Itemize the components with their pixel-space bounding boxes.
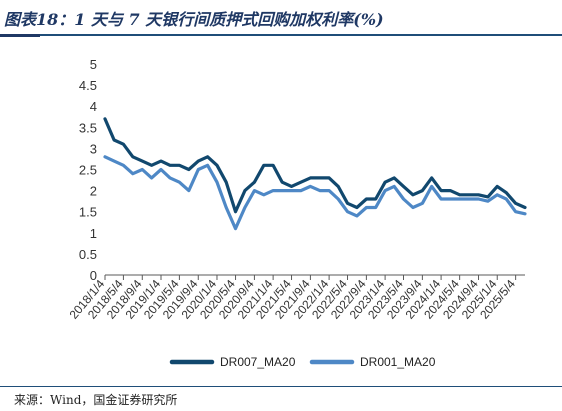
series-line-dr001_ma20 — [103, 155, 527, 231]
y-tick-label: 5 — [90, 57, 97, 72]
y-tick-label: 2.5 — [79, 163, 97, 178]
y-tick-label: 4 — [90, 99, 97, 114]
y-axis: 0 0.5 1 1.5 2 2.5 3 3.5 4 4.5 5 — [79, 57, 97, 283]
y-tick-label: 0 — [90, 268, 97, 283]
legend-label: DR001_MA20 — [360, 355, 436, 369]
series-line-dr007_ma20 — [103, 117, 527, 214]
figure-title: 图表18：1 天与 7 天银行间质押式回购加权利率(%) — [4, 10, 384, 29]
source-divider — [0, 386, 562, 387]
legend: DR007_MA20 DR001_MA20 — [169, 355, 436, 369]
x-axis: 2018/1/42018/5/42018/9/42019/1/42019/5/4… — [67, 274, 525, 322]
y-tick-label: 1 — [90, 226, 97, 241]
y-tick-label: 4.5 — [79, 78, 97, 93]
y-tick-label: 2 — [90, 184, 97, 199]
y-tick-label: 0.5 — [79, 247, 97, 262]
y-tick-label: 1.5 — [79, 205, 97, 220]
title-underline — [0, 34, 562, 36]
legend-label: DR007_MA20 — [220, 355, 296, 369]
y-tick-label: 3.5 — [79, 120, 97, 135]
y-tick-label: 3 — [90, 141, 97, 156]
source-note: 来源：Wind，国金证券研究所 — [14, 393, 178, 407]
series-lines — [103, 117, 527, 231]
title-underline-accent — [0, 34, 40, 37]
